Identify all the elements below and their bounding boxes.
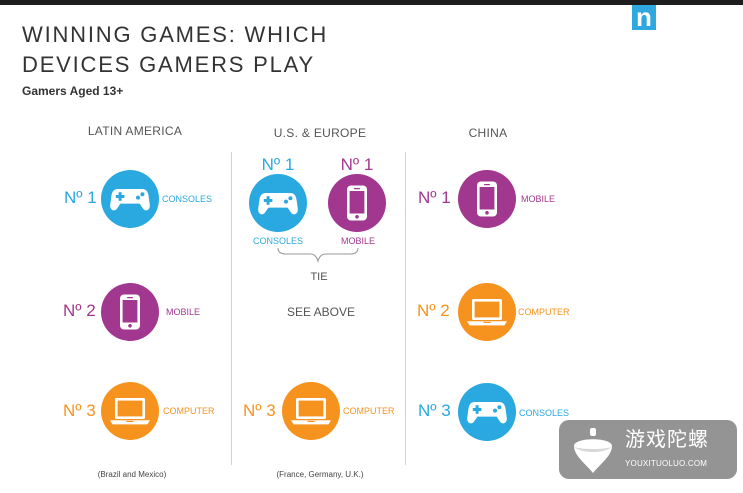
tie-label: TIE	[310, 271, 328, 283]
column-divider-right	[405, 152, 406, 465]
rank-label: Nº 3	[63, 401, 96, 420]
mobile-phone-icon	[328, 174, 386, 232]
device-circle	[282, 382, 340, 440]
region-note: (Brazil and Mexico)	[97, 470, 167, 479]
column-divider-left	[231, 152, 232, 465]
device-label: COMPUTER	[518, 307, 570, 317]
rank-label: Nº 3	[418, 401, 451, 420]
second-place-label: SEE ABOVE	[286, 305, 356, 319]
rank-label: Nº 1	[340, 155, 374, 174]
device-circle	[458, 383, 516, 441]
top-bar	[0, 0, 743, 5]
region-column-latin-america: LATIN AMERICA Nº 1 CONSOLES Nº 2 MOBILE …	[40, 0, 230, 493]
spinning-top-icon	[574, 428, 612, 473]
page-title-line-2: DEVICES GAMERS PLAY	[22, 52, 315, 77]
gamepad-icon	[249, 174, 307, 232]
device-label: CONSOLES	[162, 194, 213, 204]
logo-letter: n	[636, 5, 652, 30]
device-label: CONSOLES	[252, 236, 303, 246]
page-subtitle: Gamers Aged 13+	[22, 84, 124, 98]
region-name: LATIN AMERICA	[87, 124, 183, 138]
rank-label: Nº 3	[243, 401, 276, 420]
device-circle	[101, 283, 159, 341]
device-label: COMPUTER	[343, 406, 395, 416]
device-label: MOBILE	[521, 194, 556, 204]
rank-label: Nº 2	[417, 301, 450, 320]
device-label: COMPUTER	[163, 406, 215, 416]
device-label: CONSOLES	[519, 408, 570, 418]
device-circle	[458, 283, 516, 341]
rank-label: Nº 1	[261, 155, 295, 174]
page-title-line-1: WINNING GAMES: WHICH	[22, 22, 329, 47]
device-circle	[249, 174, 307, 232]
rank-label: Nº 1	[418, 188, 451, 207]
watermark: 游戏陀螺 YOUXITUOLUO.COM	[559, 420, 737, 479]
tie-brace	[277, 247, 359, 263]
region-note: (France, Germany, U.K.)	[276, 470, 364, 479]
region-column-us-europe: U.S. & EUROPE Nº 1 CONSOLES Nº 1 MOBILE …	[232, 0, 404, 493]
device-circle	[458, 170, 516, 228]
region-name: U.S. & EUROPE	[273, 126, 367, 140]
laptop-icon	[282, 382, 340, 440]
device-circle	[101, 382, 159, 440]
laptop-icon	[101, 382, 159, 440]
device-circle	[101, 170, 159, 228]
device-label: MOBILE	[166, 307, 201, 317]
rank-label: Nº 2	[63, 301, 96, 320]
rank-label: Nº 1	[64, 188, 97, 207]
page-title: WINNING GAMES: WHICH DEVICES GAMERS PLAY	[22, 20, 328, 80]
watermark-text: 游戏陀螺	[625, 429, 709, 451]
nielsen-logo: n	[632, 5, 656, 30]
mobile-phone-icon	[101, 283, 159, 341]
mobile-phone-icon	[458, 170, 516, 228]
device-circle	[328, 174, 386, 232]
laptop-icon	[458, 283, 516, 341]
region-name: CHINA	[468, 126, 508, 140]
gamepad-icon	[458, 383, 516, 441]
device-label: MOBILE	[340, 236, 375, 246]
gamepad-icon	[101, 170, 159, 228]
watermark-url: YOUXITUOLUO.COM	[625, 459, 708, 468]
region-column-china: CHINA Nº 1 MOBILE Nº 2 COMPUTER Nº 3 CON…	[406, 0, 588, 493]
